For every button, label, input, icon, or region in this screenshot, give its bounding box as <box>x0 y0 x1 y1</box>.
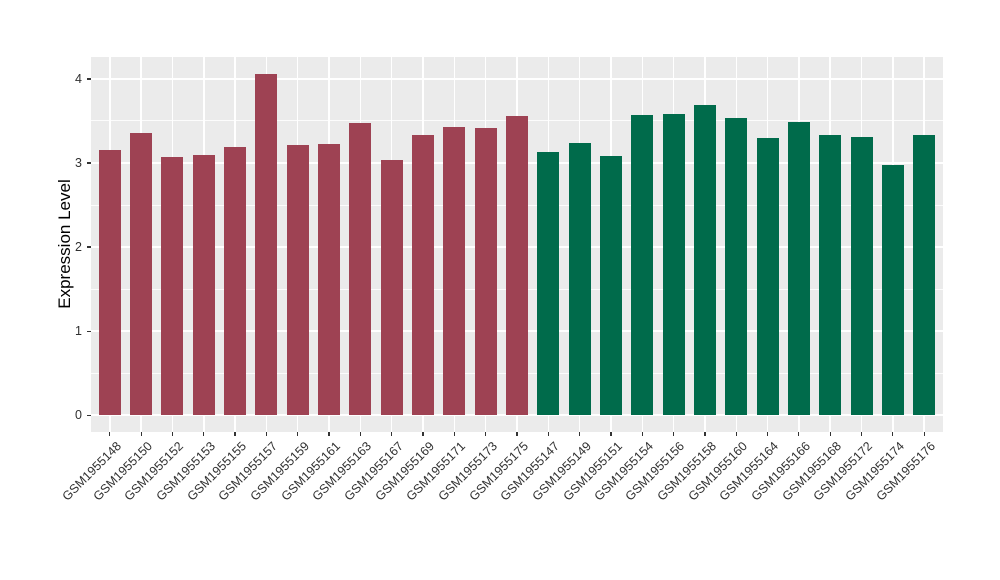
x-tick-mark <box>673 432 675 436</box>
x-tick-mark <box>109 432 111 436</box>
bar-GSM1955150 <box>130 132 153 416</box>
y-tick-label: 0 <box>75 408 82 423</box>
bar-GSM1955176 <box>913 135 936 416</box>
bar-GSM1955172 <box>850 136 873 416</box>
x-tick-mark <box>391 432 393 436</box>
bar-GSM1955154 <box>631 115 654 416</box>
bar-GSM1955161 <box>318 144 341 416</box>
plot-panel <box>91 57 943 432</box>
x-tick-mark <box>265 432 267 436</box>
x-tick-mark <box>422 432 424 436</box>
x-tick-mark <box>735 432 737 436</box>
y-tick-label: 2 <box>75 240 82 255</box>
bar-GSM1955155 <box>224 147 247 416</box>
bar-GSM1955163 <box>349 122 372 416</box>
x-tick-mark <box>923 432 925 436</box>
bar-GSM1955158 <box>693 104 716 416</box>
x-tick-mark <box>798 432 800 436</box>
x-tick-mark <box>328 432 330 436</box>
x-tick-mark <box>641 432 643 436</box>
x-tick-mark <box>579 432 581 436</box>
bar-GSM1955174 <box>881 164 904 416</box>
y-tick-mark <box>87 162 91 164</box>
bar-GSM1955173 <box>474 127 497 416</box>
y-tick-label: 4 <box>75 71 82 86</box>
x-tick-mark <box>171 432 174 436</box>
x-tick-mark <box>203 432 205 436</box>
x-tick-mark <box>892 432 894 436</box>
x-tick-mark <box>704 432 706 436</box>
bar-GSM1955148 <box>98 149 121 416</box>
bar-GSM1955169 <box>412 135 435 416</box>
y-tick-label: 3 <box>75 155 82 170</box>
bar-GSM1955159 <box>286 145 309 416</box>
x-tick-mark <box>234 432 236 436</box>
y-tick-mark <box>87 78 91 80</box>
bar-GSM1955153 <box>192 154 215 416</box>
bar-GSM1955175 <box>506 115 528 416</box>
y-tick-mark <box>87 246 91 248</box>
x-tick-mark <box>359 432 361 436</box>
bar-GSM1955152 <box>161 157 184 416</box>
x-tick-mark <box>297 432 299 436</box>
bar-GSM1955171 <box>443 126 466 416</box>
x-tick-mark <box>485 432 487 436</box>
bar-GSM1955151 <box>599 156 622 416</box>
bar-GSM1955167 <box>380 160 403 416</box>
x-tick-mark <box>140 432 142 436</box>
x-tick-mark <box>829 432 831 436</box>
x-tick-mark <box>860 432 863 436</box>
y-tick-mark <box>87 330 91 332</box>
x-tick-mark <box>547 432 549 436</box>
bar-GSM1955149 <box>568 142 591 416</box>
bar-GSM1955147 <box>537 152 560 416</box>
x-tick-mark <box>610 432 612 436</box>
bar-GSM1955168 <box>819 135 842 416</box>
bar-GSM1955166 <box>787 121 810 416</box>
bar-GSM1955156 <box>662 114 685 416</box>
x-tick-mark <box>516 432 518 436</box>
bar-GSM1955157 <box>255 73 278 416</box>
bar-GSM1955160 <box>725 117 748 416</box>
x-tick-mark <box>766 432 769 436</box>
bar-GSM1955164 <box>756 137 779 416</box>
x-tick-mark <box>453 432 455 436</box>
y-tick-mark <box>87 414 91 416</box>
y-tick-label: 1 <box>75 324 82 339</box>
